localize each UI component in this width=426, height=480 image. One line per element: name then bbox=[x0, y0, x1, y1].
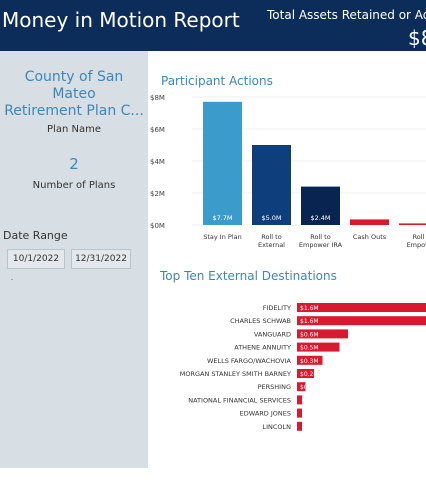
end-date-input[interactable]: 12/31/2022 bbox=[71, 249, 131, 269]
destination-label: MORGAN STANLEY SMITH BARNEY bbox=[180, 370, 291, 378]
destination-bar-2 bbox=[297, 316, 426, 326]
y-tick-label: $8M bbox=[150, 94, 165, 102]
destination-bar-1 bbox=[297, 303, 426, 312]
y-tick-label: $0M bbox=[150, 222, 165, 230]
destination-label: FIDELITY bbox=[263, 304, 291, 312]
page-footer bbox=[0, 468, 426, 480]
start-date-input[interactable]: 10/1/2022 bbox=[7, 249, 65, 269]
bar-3 bbox=[301, 186, 340, 225]
bar-2 bbox=[252, 145, 291, 225]
bar-5 bbox=[399, 223, 426, 225]
category-label: Roll to bbox=[310, 233, 330, 241]
destination-label: CHARLES SCHWAB bbox=[230, 317, 291, 325]
category-label: Roll to bbox=[261, 233, 281, 241]
report-header: Money in Motion Report Total Assets Reta… bbox=[0, 0, 426, 51]
number-of-plans-label: Number of Plans bbox=[32, 180, 116, 191]
destination-value-label: $0.5M bbox=[300, 345, 319, 352]
participant-actions-chart: $0M $2M $4M $6M $8M $7.7M Stay In Plan $5.0M Rol… bbox=[150, 94, 426, 249]
destination-bar-10 bbox=[297, 421, 302, 431]
bar-data-label: $2.4M bbox=[310, 214, 330, 222]
bar-4 bbox=[350, 219, 389, 225]
destination-label: PERSHING bbox=[258, 383, 291, 391]
destination-bar-5 bbox=[297, 355, 323, 365]
destination-label: VANGUARD bbox=[254, 330, 291, 338]
y-tick-label: $2M bbox=[150, 190, 165, 198]
destination-bar-3 bbox=[297, 329, 348, 339]
total-assets-label: Total Assets Retained or Add bbox=[267, 8, 426, 22]
destination-bar-8 bbox=[297, 395, 303, 405]
report-title: Money in Motion Report bbox=[2, 8, 240, 32]
participant-actions-title: Participant Actions bbox=[161, 74, 273, 88]
date-range-label: Date Range bbox=[3, 229, 68, 242]
number-of-plans-value: 2 bbox=[69, 155, 79, 173]
destination-label: NATIONAL FINANCIAL SERVICES bbox=[188, 396, 291, 404]
plan-name-value-line-1: County of San bbox=[24, 69, 124, 85]
bar-data-label: $7.7M bbox=[212, 214, 232, 222]
category-label: Cash Outs bbox=[353, 233, 387, 241]
destination-label: EDWARD JONES bbox=[240, 410, 291, 418]
bar-1 bbox=[203, 101, 242, 225]
destination-value-label: $0.2M bbox=[300, 371, 319, 378]
destination-bar-6 bbox=[297, 369, 314, 378]
destination-value-label: $0.1M bbox=[300, 384, 319, 391]
destination-label: WELLS FARGO/WACHOVIA bbox=[207, 357, 292, 365]
total-assets-value: $8 bbox=[408, 26, 426, 50]
top-ten-title: Top Ten External Destinations bbox=[160, 269, 337, 283]
category-label: Empower IRA bbox=[299, 241, 343, 249]
destination-value-label: $1.6M bbox=[300, 318, 319, 325]
category-label: External bbox=[258, 241, 285, 249]
category-label: Empow bbox=[407, 241, 426, 249]
category-label: Roll bbox=[413, 233, 425, 241]
top-ten-destinations-chart: FIDELITY $1.6M CHARLES SCHWAB $1.6M VANGUARD… bbox=[180, 303, 426, 431]
category-label: Stay In Plan bbox=[203, 233, 242, 241]
destination-bar-4 bbox=[297, 342, 340, 352]
filter-sidebar: County of San Mateo Retirement Plan C...… bbox=[0, 51, 148, 468]
destination-value-label: $1.6M bbox=[300, 305, 319, 312]
destination-label: LINCOLN bbox=[262, 423, 291, 431]
y-tick-label: $6M bbox=[150, 126, 165, 134]
destination-value-label: $0.3M bbox=[300, 358, 319, 365]
destination-value-label: $0.6M bbox=[300, 331, 319, 338]
y-tick-label: $4M bbox=[150, 158, 165, 166]
plan-name-value-line-3: Retirement Plan C... bbox=[4, 103, 144, 119]
date-slider-handle[interactable] bbox=[11, 279, 13, 280]
destination-bar-7 bbox=[297, 382, 306, 392]
destination-label: ATHENE ANNUITY bbox=[234, 344, 291, 352]
plan-name-label: Plan Name bbox=[47, 124, 101, 135]
destination-bar-9 bbox=[297, 408, 302, 418]
plan-name-value-line-2: Mateo bbox=[52, 86, 96, 102]
bar-data-label: $5.0M bbox=[261, 214, 281, 222]
